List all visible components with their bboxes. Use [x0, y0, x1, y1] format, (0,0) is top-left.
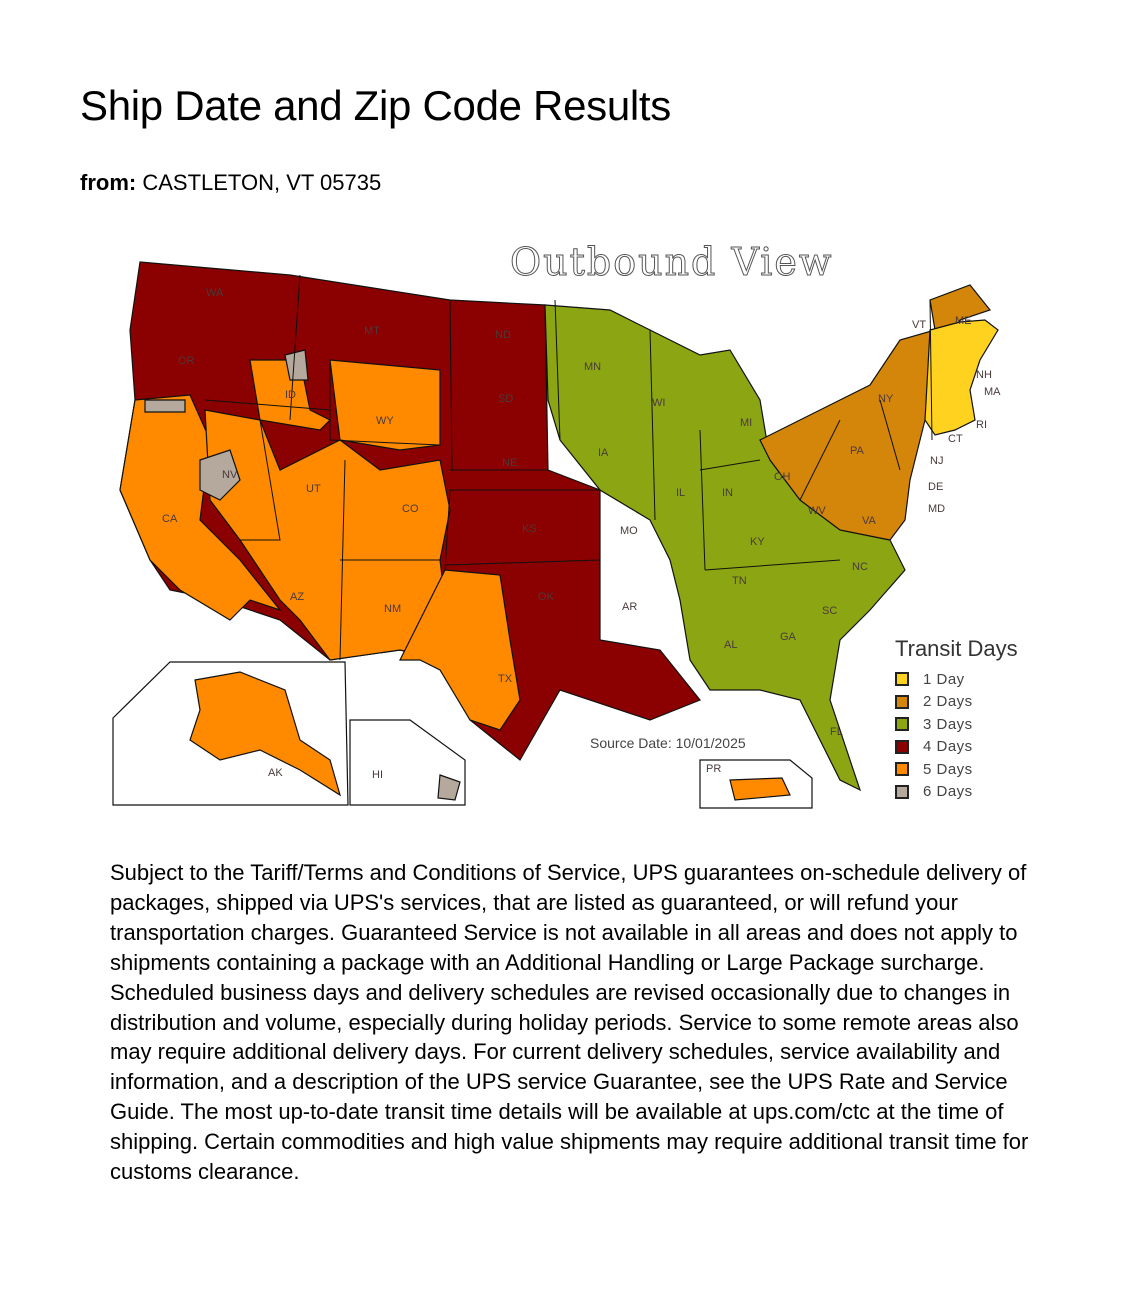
svg-text:SD: SD — [498, 393, 513, 405]
svg-text:RI: RI — [976, 419, 987, 431]
svg-text:WY: WY — [376, 415, 394, 427]
svg-text:NC: NC — [852, 561, 868, 573]
legend-item-2-days: 2 Days — [895, 691, 1018, 714]
svg-text:AZ: AZ — [290, 591, 304, 603]
svg-text:UT: UT — [306, 483, 321, 495]
svg-text:PA: PA — [850, 445, 865, 457]
svg-text:CA: CA — [162, 513, 178, 525]
svg-text:KY: KY — [750, 536, 765, 548]
svg-text:VT: VT — [912, 319, 926, 331]
svg-text:TN: TN — [732, 575, 747, 587]
svg-text:AK: AK — [268, 767, 283, 779]
svg-text:OK: OK — [538, 591, 555, 603]
swatch-icon — [895, 672, 909, 687]
hawaii — [437, 774, 461, 801]
svg-text:NV: NV — [222, 469, 238, 481]
swatch-icon — [895, 784, 909, 799]
alaska — [189, 671, 342, 797]
region-5day-wy — [329, 359, 441, 451]
from-label: from: — [80, 170, 137, 195]
region-5day-tx — [399, 569, 521, 731]
hawaii-inset-frame — [349, 719, 466, 806]
origin-value: CASTLETON, VT 05735 — [142, 170, 382, 195]
legend-item-4-days: 4 Days — [895, 736, 1018, 759]
region-3day — [544, 304, 906, 792]
svg-text:MN: MN — [584, 361, 601, 373]
disclaimer-text: Subject to the Tariff/Terms and Conditio… — [110, 860, 1029, 1185]
svg-text:MI: MI — [740, 417, 752, 429]
legend-title: Transit Days — [895, 636, 1018, 661]
svg-text:NJ: NJ — [930, 455, 943, 467]
svg-text:WV: WV — [808, 505, 826, 517]
swatch-icon — [895, 717, 909, 732]
svg-text:NY: NY — [878, 393, 894, 405]
svg-text:ME: ME — [955, 315, 972, 327]
swatch-icon — [895, 762, 909, 777]
puerto-rico — [729, 777, 791, 801]
svg-text:NH: NH — [976, 369, 992, 381]
svg-text:GA: GA — [780, 631, 797, 643]
svg-text:CT: CT — [948, 433, 963, 445]
legend-item-5-days: 5 Days — [895, 758, 1018, 781]
source-date: Source Date: 10/01/2025 — [590, 735, 746, 751]
svg-text:IL: IL — [676, 487, 685, 499]
legend-item-3-days: 3 Days — [895, 713, 1018, 736]
svg-text:MD: MD — [928, 503, 945, 515]
svg-text:NE: NE — [502, 457, 517, 469]
svg-text:DE: DE — [928, 481, 943, 493]
svg-text:TX: TX — [498, 673, 513, 685]
legend-item-1-day: 1 Day — [895, 668, 1018, 691]
svg-text:MT: MT — [364, 325, 380, 337]
svg-text:CO: CO — [402, 503, 419, 515]
svg-text:KS: KS — [522, 523, 537, 535]
svg-text:IN: IN — [722, 487, 733, 499]
origin-line: from: CASTLETON, VT 05735 — [80, 170, 381, 196]
svg-text:IA: IA — [598, 447, 609, 459]
svg-text:NM: NM — [384, 603, 401, 615]
swatch-icon — [895, 739, 909, 754]
svg-text:WA: WA — [206, 287, 224, 299]
map-title: Outbound View — [509, 240, 834, 285]
svg-text:AL: AL — [724, 639, 737, 651]
svg-text:AR: AR — [622, 601, 637, 613]
legend: Transit Days 1 Day 2 Days 3 Days 4 Days … — [895, 636, 1018, 803]
svg-text:MA: MA — [984, 386, 1001, 398]
svg-text:SC: SC — [822, 605, 837, 617]
svg-text:ID: ID — [285, 389, 296, 401]
svg-text:OR: OR — [178, 355, 195, 367]
svg-text:FL: FL — [830, 726, 843, 738]
svg-text:OH: OH — [774, 471, 791, 483]
svg-text:PR: PR — [706, 763, 721, 775]
svg-text:HI: HI — [372, 769, 383, 781]
legend-item-6-days: 6 Days — [895, 781, 1018, 804]
region-6day — [144, 349, 309, 501]
svg-text:MO: MO — [620, 525, 638, 537]
page-title: Ship Date and Zip Code Results — [80, 82, 671, 129]
swatch-icon — [895, 694, 909, 709]
svg-text:VA: VA — [862, 515, 877, 527]
svg-text:WI: WI — [652, 397, 665, 409]
svg-text:ND: ND — [495, 329, 511, 341]
